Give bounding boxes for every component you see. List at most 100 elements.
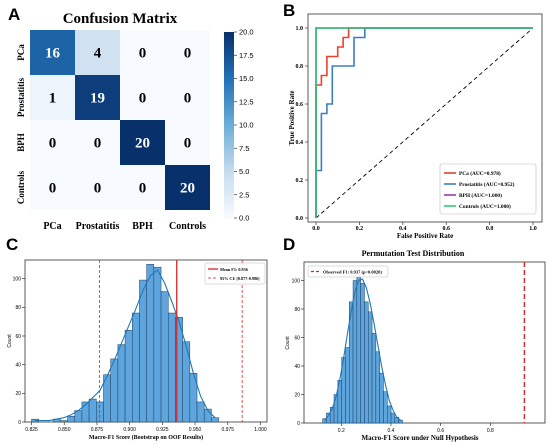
roc-y-tick-label: 0.8 [296,64,304,70]
bootstrap-x-tick-label: 0.925 [156,427,169,433]
cm-cell-value: 0 [139,46,147,62]
permutation-y-tick-label: 60 [294,335,300,341]
cm-cell-value: 0 [184,91,192,107]
permutation-legend-box [307,265,389,278]
permutation-y-tick-label: 100 [292,278,301,284]
cm-row-label: PCa [16,44,26,61]
cm-row-label: BPH [16,133,26,152]
roc-series-line [315,27,533,218]
permutation-bar [356,273,361,424]
cm-cell [30,30,75,75]
bootstrap-x-tick-label: 0.950 [189,427,202,433]
roc-lines [315,27,534,219]
bootstrap-lines [35,260,243,422]
permutation-bar [352,280,358,424]
roc-x-axis-label: False Positive Rate [397,232,453,240]
colorbar-tick-label: 17.5 [239,51,254,60]
permutation-bars [322,273,403,424]
roc-legend-label: Prostatitis (AUC=0.952) [459,181,515,188]
cm-cell-value: 0 [49,136,57,152]
bootstrap-bar [88,398,97,423]
bootstrap-bar [160,291,169,423]
permutation-bar [390,412,396,424]
cm-cell [165,165,210,210]
bootstrap-bar [196,401,205,423]
bootstrap-bar [132,312,140,423]
panel-c-bootstrap-histogram: C 0.825 0.850 0.875 0.900 0.925 0.950 0.975 1.0… [6,235,268,441]
bootstrap-x-tick-label: 0.875 [91,427,104,433]
cm-cell-value: 0 [139,181,147,197]
roc-x-tick-label: 1.0 [529,226,537,232]
bootstrap-bar [211,417,219,423]
cm-cell-value: 4 [94,46,102,62]
colorbar-tick-label: 12.5 [239,97,254,106]
cm-row-label: Controls [16,170,26,204]
panel-d-letter: D [283,235,295,254]
colorbar-ticks: 0.0 2.5 5.0 7.5 10.0 12.5 15.0 17.5 20.0 [234,28,254,223]
panel-b-letter: B [283,1,295,20]
bootstrap-y-tick-label: 20 [15,391,21,397]
bootstrap-bar [139,279,147,423]
permutation-y-tick-label: 0 [297,421,300,427]
bootstrap-y-tick-label: 80 [15,305,21,311]
permutation-y-tick-label: 20 [294,392,300,398]
cm-cell-value: 0 [184,46,192,62]
bootstrap-y-axis-label: Count [7,334,13,348]
bootstrap-bar [124,329,133,423]
bootstrap-x-axis-label: Macro-F1 Score (Bootstrap on OOF Results… [89,434,203,441]
roc-plot-area [307,13,543,223]
roc-x-tick-label: 0.2 [356,226,364,232]
permutation-x-tick-label: 0.4 [387,428,394,434]
bootstrap-bar [117,344,126,423]
roc-y-axis-label: True Positive Rate [288,90,296,145]
permutation-x-tick-label: 0.6 [437,428,444,434]
cm-cell-value: 0 [49,181,57,197]
bootstrap-y-tick-label: 100 [13,276,22,282]
cm-column-label: Prostatitis [76,221,120,232]
permutation-y-tick-label: 40 [294,364,300,370]
colorbar-tick-label: 2.5 [239,190,249,199]
bootstrap-bar [60,420,68,423]
permutation-kde-curve [324,278,401,421]
bootstrap-legend-box [204,262,266,285]
cm-cell [165,30,210,75]
permutation-bar [345,347,350,424]
cm-row-label: Prostatitis [16,77,26,117]
panel-b-roc-curves: B 0.0 0.2 0.4 0.6 0.8 1.0 0.0 0.2 0.4 0.6 0.8 1.0 F… [283,1,543,240]
bootstrap-bar [167,312,176,423]
cm-cell [165,120,210,165]
cm-cell [30,75,75,120]
cm-cell [120,75,165,120]
cm-cell [30,120,75,165]
bootstrap-x-tick-label: 0.900 [123,427,136,433]
roc-legend-label: Controls (AUC=1.000) [459,203,511,210]
roc-legend-label: PCa (AUC=0.978) [459,170,501,177]
permutation-y-axis-label: Count [285,336,291,350]
cm-cell [75,75,120,120]
cm-column-label: BPH [132,221,153,232]
permutation-bar [387,405,392,424]
roc-legend-box [439,163,537,215]
roc-x-tick-label: 0.6 [442,226,450,232]
cm-cell-value: 19 [90,91,105,107]
confusion-matrix-column-labels: PCa Prostatitis BPH Controls [43,221,206,232]
roc-x-tick-label: 0.8 [486,226,494,232]
cm-column-label: PCa [43,221,61,232]
roc-y-tick-label: 0.6 [296,102,304,108]
cm-cell [30,165,75,210]
cm-cell-value: 0 [184,136,192,152]
permutation-bar [379,372,384,424]
roc-y-tick-label: 0.4 [296,140,304,146]
bootstrap-legend: Mean F1: 0.936 95% CI: [0.877-0.986] [204,262,266,285]
colorbar-tick-label: 0.0 [239,214,249,223]
panel-a-title: Confusion Matrix [63,11,178,27]
bootstrap-x-tick-label: 0.975 [221,427,234,433]
permutation-bar [364,301,369,424]
ci-legend-label: 95% CI: [0.877-0.986] [220,276,260,281]
bootstrap-bar [146,264,155,423]
cm-cell-value: 1 [49,91,57,107]
permutation-lines [324,262,526,423]
roc-x-tick-label: 0.4 [399,226,407,232]
confusion-matrix-row-labels: PCa Prostatitis BPH Controls [16,44,26,204]
roc-legend-label: BPH (AUC=1.000) [459,192,502,199]
